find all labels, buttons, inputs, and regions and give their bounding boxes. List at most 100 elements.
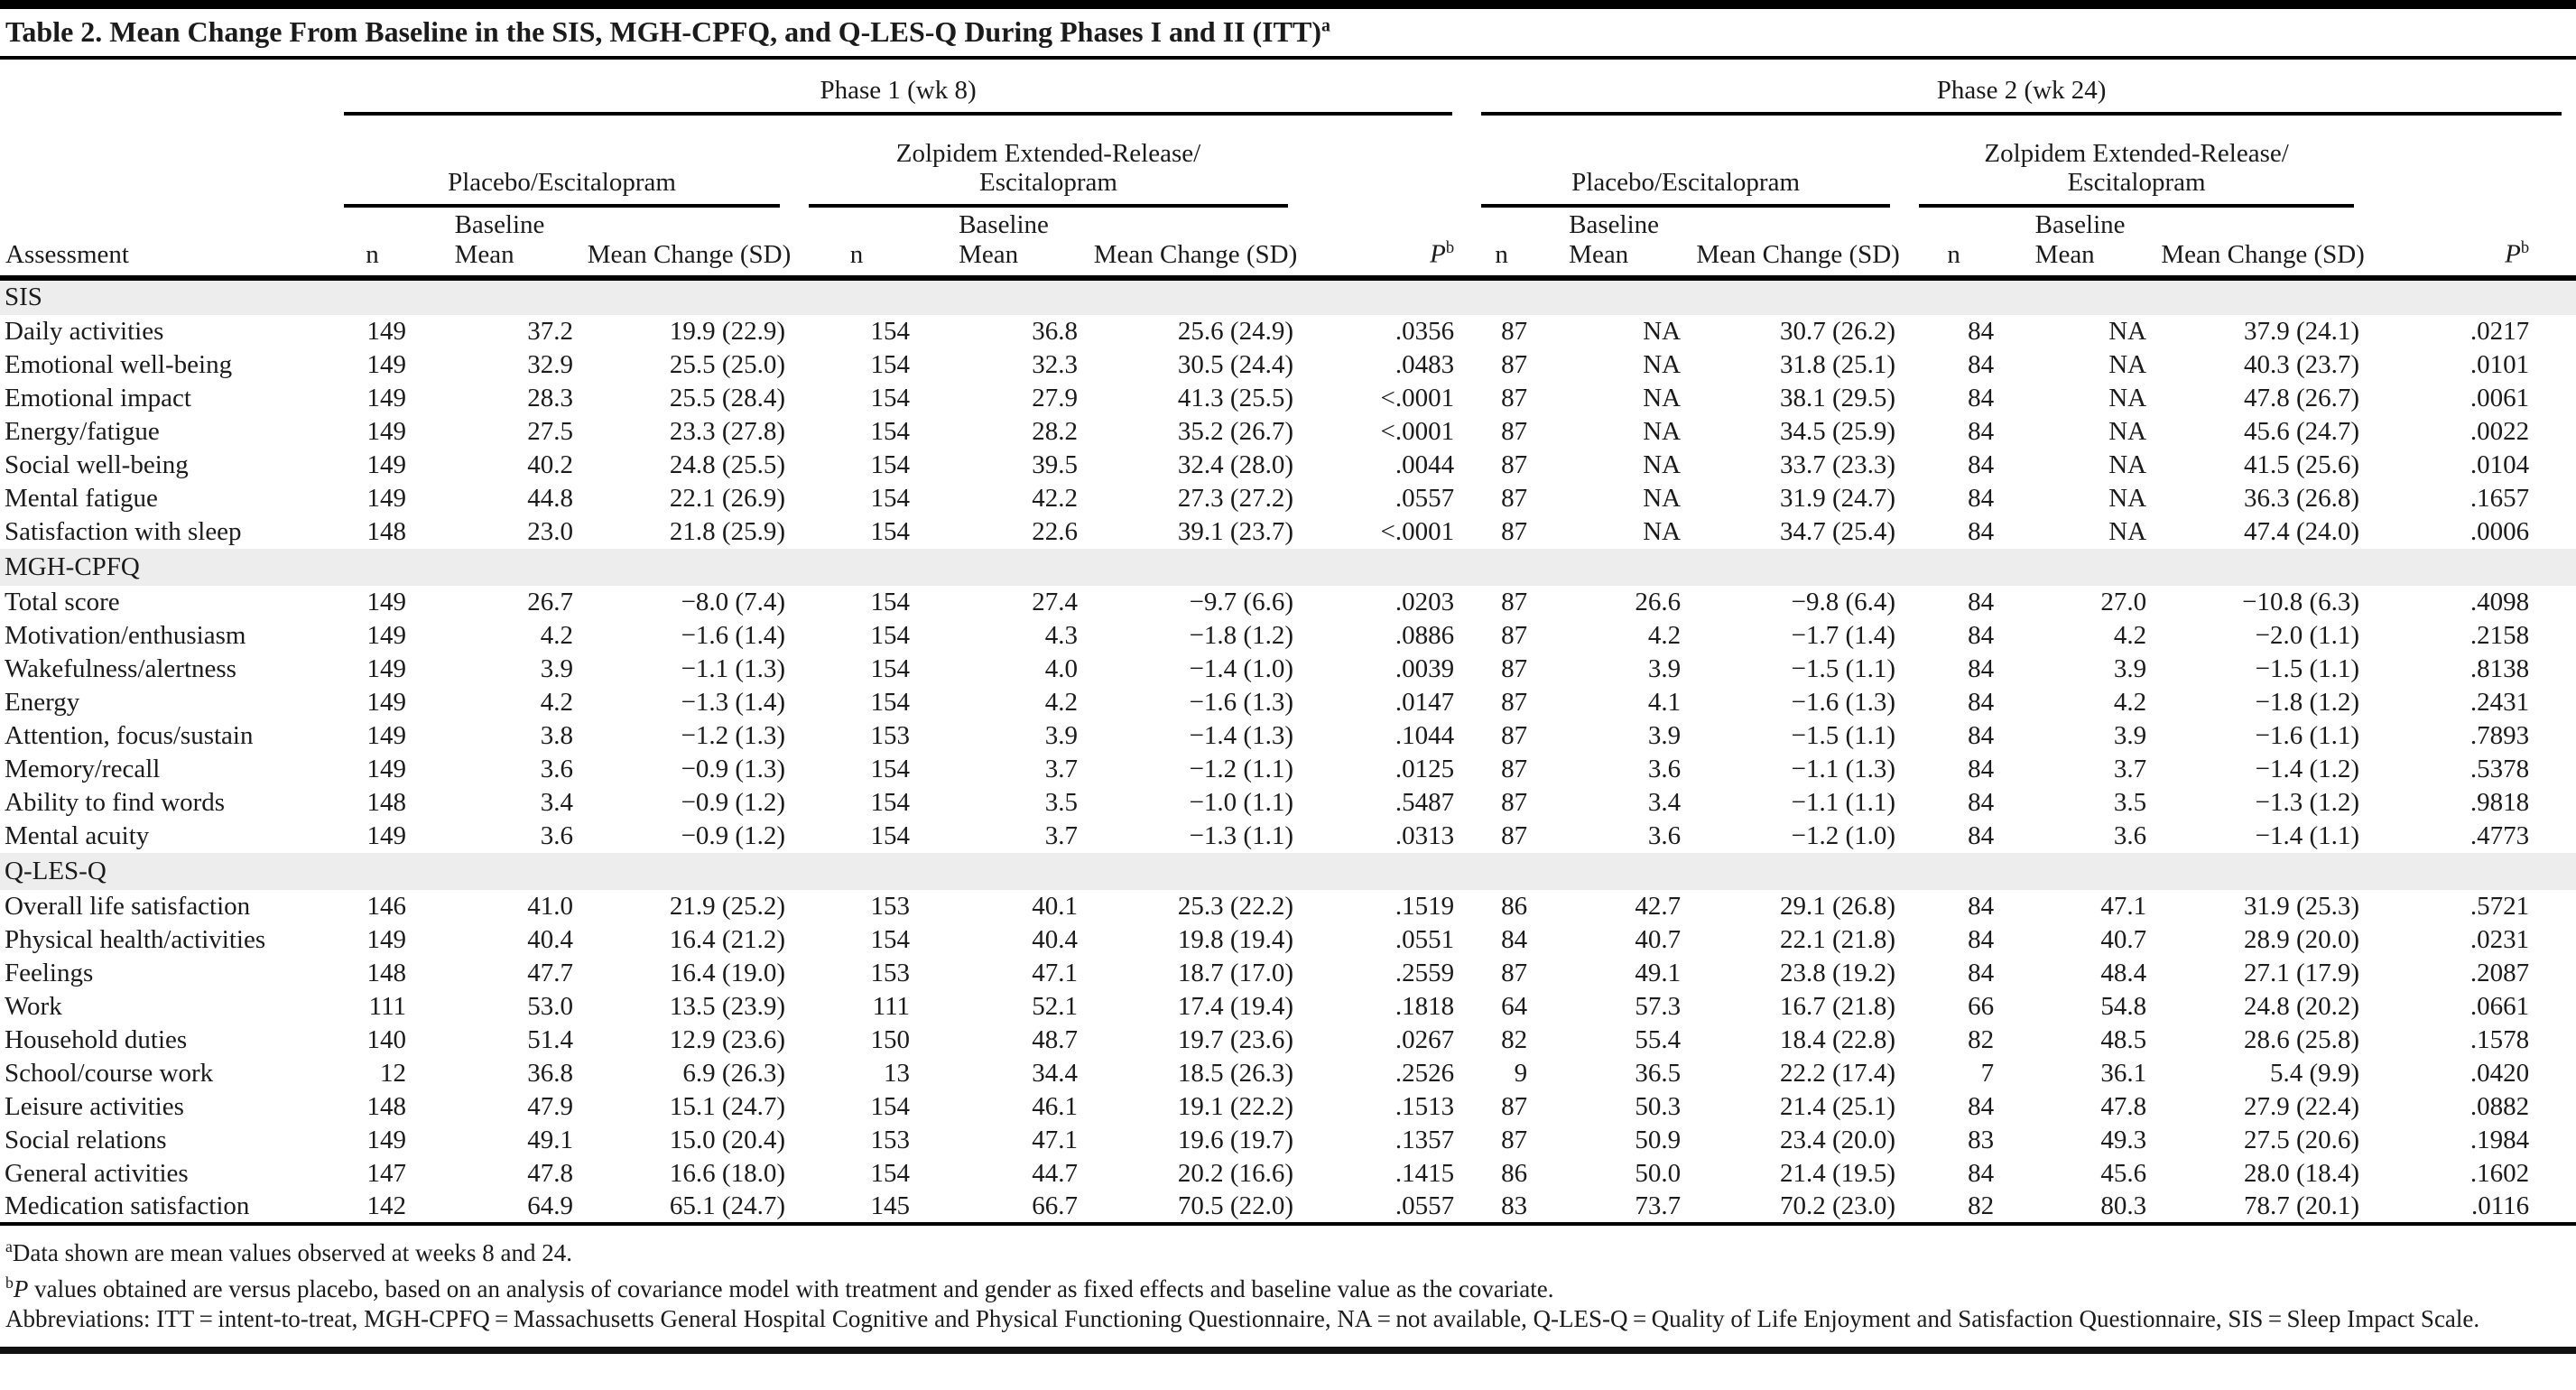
ph2-zolpidem-mean-change: −1.5 (1.1) (2255, 653, 2360, 683)
assessment-row-label: Mental fatigue (5, 483, 158, 513)
ph1-zolpidem-n-header: n (794, 207, 919, 281)
ph2-placebo-baseline-mean: 50.0 (1635, 1158, 1682, 1188)
ph1-zolpidem-mean-change: 39.1 (23.7) (1177, 516, 1293, 546)
ph2-zolpidem-n-header: n (1904, 207, 2004, 281)
ph2-placebo-baseline-mean: 3.9 (1647, 653, 1682, 683)
ph1-placebo-n: 149 (366, 416, 407, 446)
ph1-zolpidem-baseline-mean: 40.1 (1032, 891, 1078, 921)
phase1-label: Phase 1 (wk 8) (820, 76, 977, 106)
ph1-p-value: .1519 (1395, 891, 1455, 921)
ph2-placebo-n: 87 (1501, 416, 1528, 446)
ph2-placebo-n: 87 (1501, 720, 1528, 750)
table-row: General activities 147 47.8 16.6 (18.0) 154 4… (0, 1157, 2576, 1191)
ph2-placebo-n: 86 (1501, 891, 1528, 921)
ph1-placebo-mean-change: −0.9 (1.2) (681, 820, 785, 850)
ph2-zolpidem-mean-change: 47.4 (24.0) (2244, 516, 2360, 546)
ph1-placebo-mean-change: −1.1 (1.3) (681, 653, 785, 683)
ph2-p-value: .2158 (2469, 620, 2530, 650)
ph2-zolpidem-baseline-mean: NA (2108, 449, 2147, 479)
table-title-footnote-marker: a (1320, 15, 1330, 36)
ph2-placebo-n: 87 (1501, 754, 1528, 783)
ph1-zolpidem-n: 154 (870, 483, 911, 513)
ph2-zolpidem-baseline-mean: 47.8 (2100, 1091, 2147, 1121)
ph2-zolpidem-n: 84 (1968, 924, 1995, 954)
section-header-row: SIS (0, 277, 2576, 315)
assessment-row-label: Feelings (5, 958, 94, 987)
ph2-zolpidem-mean-change: −2.0 (1.1) (2255, 620, 2360, 650)
ph1-placebo-n: 149 (366, 316, 407, 346)
ph2-zolpidem-n: 84 (1968, 349, 1995, 379)
ph2-placebo-mean-change: 18.4 (22.8) (1780, 1024, 1896, 1054)
ph1-zolpidem-baseline-mean: 44.7 (1032, 1158, 1078, 1188)
ph1-p-value: .2526 (1395, 1058, 1455, 1088)
ph2-zolpidem-baseline-mean: 3.5 (2113, 787, 2147, 817)
ph1-p-value: .0557 (1395, 483, 1455, 513)
ph1-zolpidem-baseline-mean: 39.5 (1032, 449, 1078, 479)
table-body: SIS Daily activities 149 37.2 19.9 (22.9) 154… (0, 277, 2576, 1224)
ph1-placebo-baseline-mean: 44.8 (527, 483, 573, 513)
ph1-placebo-baseline-mean: 47.8 (527, 1158, 573, 1188)
ph1-placebo-mean-change: 16.4 (21.2) (669, 924, 785, 954)
ph1-zolpidem-baseline-mean: 27.9 (1032, 383, 1078, 412)
ph1-zolpidem-mean-change: 18.5 (26.3) (1177, 1058, 1293, 1088)
ph1-placebo-mean-change: 25.5 (28.4) (669, 383, 785, 412)
ph1-zolpidem-mean-change: −1.2 (1.1) (1189, 754, 1293, 783)
ph2-zolpidem-mean-change: 28.0 (18.4) (2244, 1158, 2360, 1188)
table-row: Household duties 140 51.4 12.9 (23.6) 150 48.… (0, 1024, 2576, 1057)
table-row: Feelings 148 47.7 16.4 (19.0) 153 47.1 18.7 (1… (0, 957, 2576, 990)
ph1-p-value: .0483 (1395, 349, 1455, 379)
phase1-zolpidem-group-header: Zolpidem Extended-Release/Escitalopram (794, 116, 1302, 208)
ph2-p-value: .9818 (2469, 787, 2530, 817)
ph1-placebo-baseline-mean: 37.2 (527, 316, 573, 346)
ph2-placebo-mean-change: −1.5 (1.1) (1791, 653, 1896, 683)
ph2-placebo-n: 87 (1501, 349, 1528, 379)
ph1-placebo-mean-change: 22.1 (26.9) (669, 483, 785, 513)
ph1-zolpidem-mean-change: 30.5 (24.4) (1177, 349, 1293, 379)
ph1-zolpidem-n: 150 (870, 1024, 911, 1054)
ph2-zolpidem-mean-change: 45.6 (24.7) (2244, 416, 2360, 446)
ph1-p-value: .0313 (1395, 820, 1455, 850)
ph2-zolpidem-baseline-mean: 3.9 (2113, 720, 2147, 750)
ph2-placebo-baseline-mean: 3.4 (1647, 787, 1682, 817)
ph1-placebo-n: 12 (380, 1058, 406, 1088)
ph1-placebo-mean-change: 6.9 (26.3) (682, 1058, 785, 1088)
ph1-placebo-mean-change: −1.3 (1.4) (681, 687, 785, 717)
ph1-placebo-mean-change: 24.8 (25.5) (669, 449, 785, 479)
ph2-placebo-mean-change: 23.8 (19.2) (1780, 958, 1896, 987)
ph2-p-value: .5721 (2469, 891, 2530, 921)
section-title: SIS (0, 277, 2576, 315)
ph1-placebo-n: 149 (366, 449, 407, 479)
ph1-zolpidem-n: 153 (870, 958, 911, 987)
ph2-placebo-baseline-mean: 55.4 (1635, 1024, 1682, 1054)
ph2-zolpidem-baseline-mean: 4.2 (2113, 620, 2147, 650)
table-row: Motivation/enthusiasm 149 4.2 −1.6 (1.4) 154… (0, 619, 2576, 653)
ph2-placebo-baseline-mean: 4.1 (1647, 687, 1682, 717)
ph2-zolpidem-mean-change-header: Mean Change (SD) (2157, 207, 2369, 281)
ph2-placebo-baseline-mean: 3.9 (1647, 720, 1682, 750)
ph1-zolpidem-mean-change: 35.2 (26.7) (1177, 416, 1293, 446)
ph1-zolpidem-mean-change: −1.4 (1.3) (1189, 720, 1293, 750)
ph1-placebo-mean-change: 12.9 (23.6) (669, 1024, 785, 1054)
ph1-p-value-header: Pb (1302, 207, 1468, 281)
section-title: MGH-CPFQ (0, 548, 2576, 586)
ph2-p-value: .5378 (2469, 754, 2530, 783)
ph2-placebo-mean-change: −1.7 (1.4) (1791, 620, 1896, 650)
ph2-p-value: .0006 (2469, 516, 2530, 546)
ph2-placebo-baseline-mean: NA (1643, 316, 1682, 346)
ph1-placebo-mean-change: −0.9 (1.2) (681, 787, 785, 817)
ph2-zolpidem-baseline-mean: 48.5 (2100, 1024, 2147, 1054)
ph2-placebo-baseline-mean: 49.1 (1635, 958, 1682, 987)
ph2-zolpidem-n: 84 (1968, 1091, 1995, 1121)
ph1-zolpidem-mean-change: 27.3 (27.2) (1177, 483, 1293, 513)
ph1-placebo-n: 149 (366, 754, 407, 783)
ph2-zolpidem-n: 84 (1968, 958, 1995, 987)
ph2-placebo-baseline-mean: NA (1643, 416, 1682, 446)
ph1-placebo-baseline-mean: 3.4 (540, 787, 573, 817)
phase2-placebo-group-header: Placebo/Escitalopram (1467, 116, 1904, 208)
ph2-p-value-header: Pb (2368, 207, 2576, 281)
ph1-zolpidem-n: 154 (870, 1158, 911, 1188)
ph2-placebo-n: 87 (1501, 958, 1528, 987)
ph1-zolpidem-baseline-mean: 52.1 (1032, 991, 1078, 1021)
ph2-placebo-n: 82 (1501, 1024, 1528, 1054)
phase1-header: Phase 1 (wk 8) (329, 60, 1467, 116)
